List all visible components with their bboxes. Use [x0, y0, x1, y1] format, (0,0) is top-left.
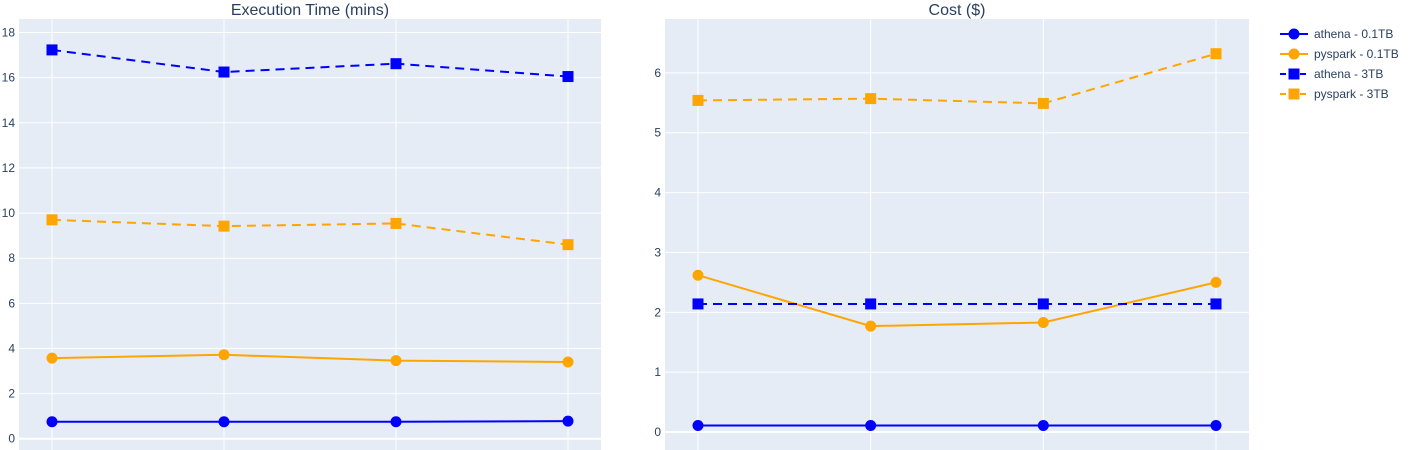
y-tick-label: 0 [8, 432, 15, 446]
legend-label: pyspark - 3TB [1314, 87, 1389, 101]
data-point [692, 298, 704, 310]
y-tick-label: 6 [8, 296, 15, 310]
data-point [562, 71, 574, 83]
legend-item: pyspark - 3TB [1280, 87, 1389, 101]
legend-item: athena - 0.1TB [1280, 27, 1393, 41]
data-point [46, 352, 58, 364]
chart-title: Execution Time (mins) [231, 2, 389, 19]
data-point [1037, 298, 1049, 310]
data-point [218, 220, 230, 232]
series-pyspark-3tb [692, 48, 1222, 109]
data-point [865, 298, 877, 310]
y-tick-label: 6 [654, 66, 661, 80]
series-line [51, 353, 569, 363]
data-point [562, 415, 574, 427]
series-line [52, 420, 569, 423]
y-tick-label: 0 [654, 425, 661, 439]
y-tick-label: 16 [2, 71, 16, 85]
y-tick-label: 1 [654, 365, 661, 379]
data-point [218, 349, 230, 361]
legend-marker [1288, 48, 1300, 60]
data-point [1037, 419, 1049, 431]
data-point [46, 44, 58, 56]
y-tick-label: 10 [2, 206, 16, 220]
legend-marker [1288, 28, 1300, 40]
legend-label: athena - 0.1TB [1314, 27, 1393, 41]
series-line [51, 48, 569, 78]
series-line [51, 218, 569, 246]
data-point [218, 416, 230, 428]
series-pyspark-0-1tb [46, 349, 574, 368]
data-point [390, 416, 402, 428]
y-tick-label: 14 [2, 116, 16, 130]
plot-area [19, 19, 601, 450]
y-tick-label: 4 [654, 186, 661, 200]
y-tick-label: 3 [654, 245, 661, 259]
y-tick-label: 8 [8, 251, 15, 265]
legend-item: athena - 3TB [1280, 67, 1383, 81]
data-point [692, 94, 704, 106]
data-point [1037, 97, 1049, 109]
chart-panel-1: 0 2 4 6 8 10 12 14 16 18 Execution Time (mins) [2, 2, 601, 450]
y-tick-label: 2 [8, 387, 15, 401]
data-point [390, 58, 402, 70]
chart-title: Cost ($) [929, 2, 986, 19]
legend: athena - 0.1TB pyspark - 0.1TB athena - 3T… [1280, 27, 1399, 101]
data-point [390, 217, 402, 229]
data-point [1210, 48, 1222, 60]
legend-marker [1288, 68, 1300, 80]
data-point [390, 355, 402, 367]
data-point [562, 239, 574, 251]
data-point [1037, 316, 1049, 328]
legend-marker [1288, 88, 1300, 100]
y-tick-label: 18 [2, 26, 16, 40]
chart-panel-2: 0 1 2 3 4 5 6 Cost ($) [654, 2, 1249, 450]
data-point [46, 416, 58, 428]
series-pyspark-3tb [46, 214, 574, 251]
data-point [865, 419, 877, 431]
legend-item: pyspark - 0.1TB [1280, 47, 1399, 61]
y-tick-label: 2 [654, 305, 661, 319]
series-athena-3tb [46, 44, 574, 83]
legend-label: athena - 3TB [1314, 67, 1383, 81]
plot-area [665, 19, 1249, 450]
series-athena-3tb [692, 298, 1222, 310]
data-point [1210, 298, 1222, 310]
data-point [1210, 419, 1222, 431]
y-tick-label: 4 [8, 341, 15, 355]
series-line [697, 274, 1217, 328]
data-point [865, 320, 877, 332]
legend-label: pyspark - 0.1TB [1314, 47, 1399, 61]
data-point [1210, 276, 1222, 288]
data-point [562, 356, 574, 368]
data-point [218, 66, 230, 78]
data-point [692, 419, 704, 431]
series-pyspark-0-1tb [692, 269, 1222, 332]
y-tick-label: 5 [654, 126, 661, 140]
data-point [865, 93, 877, 105]
data-point [46, 214, 58, 226]
data-point [692, 269, 704, 281]
series-athena-0-1tb [692, 419, 1222, 431]
y-tick-label: 12 [2, 161, 16, 175]
series-line [697, 52, 1217, 105]
series-athena-0-1tb [46, 415, 574, 428]
